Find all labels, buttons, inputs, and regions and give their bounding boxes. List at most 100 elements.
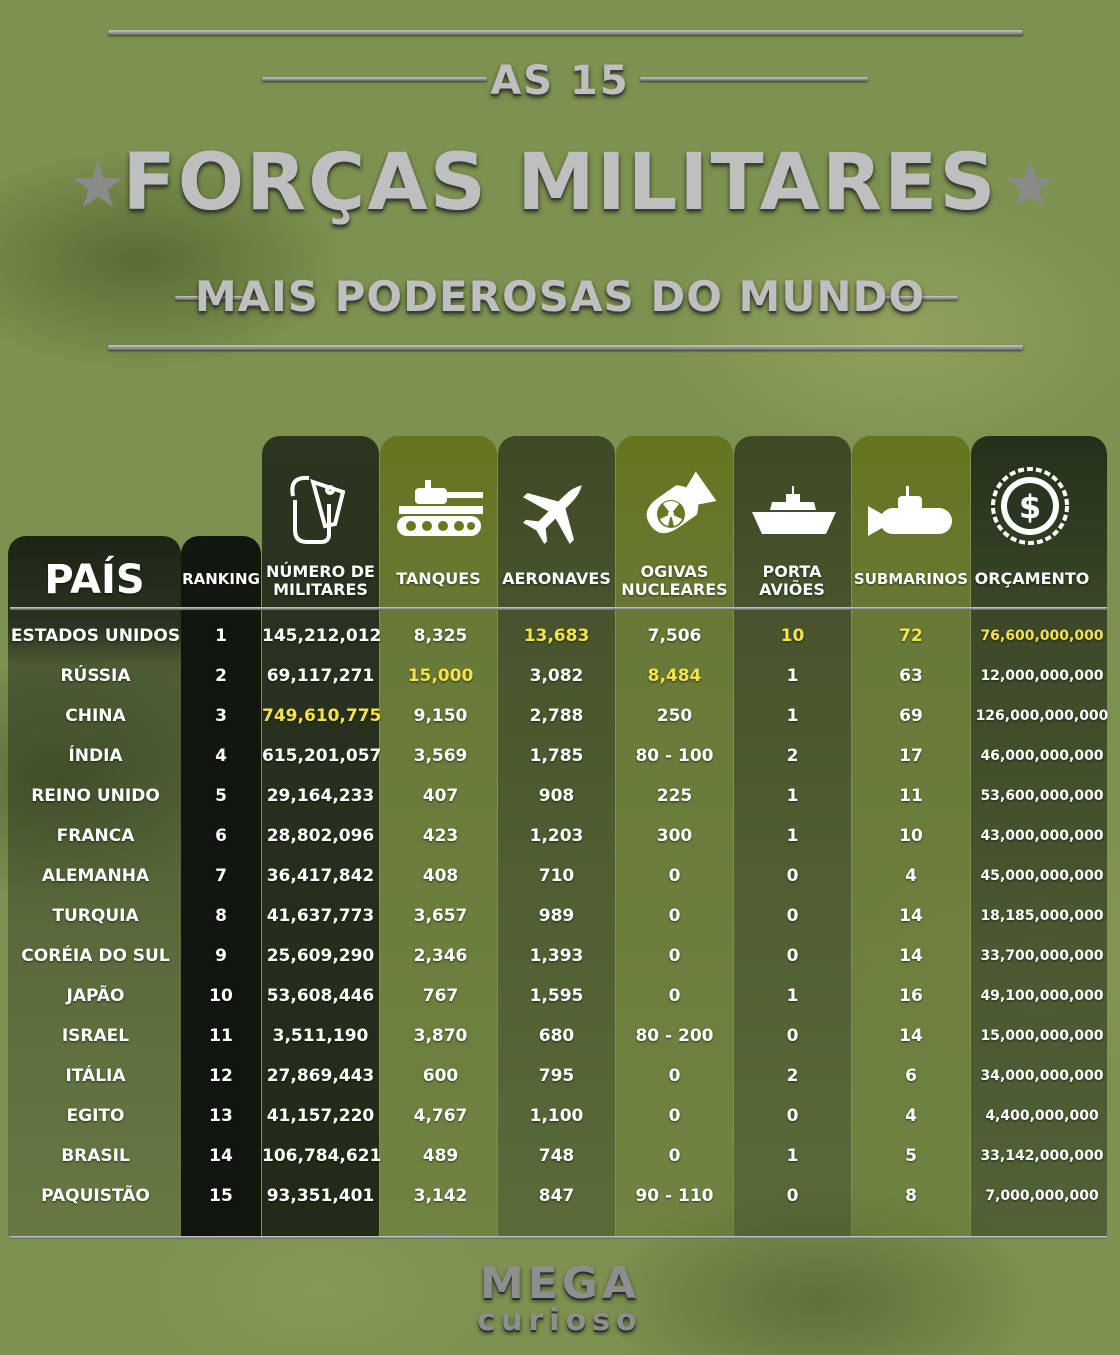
cell-aeronaves: 13,683	[523, 626, 590, 646]
logo: MEGA curioso	[0, 1262, 1120, 1336]
cell-aeronaves: 1,785	[529, 746, 584, 766]
cell-ogivas: 0	[668, 1066, 681, 1086]
cell-submarinos: 14	[899, 1026, 923, 1046]
logo-line2: curioso	[477, 1303, 643, 1338]
cell-aeronaves: 847	[538, 1186, 575, 1206]
cell-porta: 1	[786, 786, 799, 806]
cell-porta: 0	[786, 1026, 799, 1046]
cell-orcamento: 15,000,000,000	[980, 1028, 1104, 1044]
cell-militares: 25,609,290	[266, 946, 375, 966]
cell-orcamento: 49,100,000,000	[980, 988, 1104, 1004]
header-aeronaves: AERONAVES	[502, 569, 611, 588]
cell-orcamento: 33,142,000,000	[980, 1148, 1104, 1164]
cell-ranking: 8	[215, 906, 227, 926]
cell-ogivas: 0	[668, 1146, 681, 1166]
col-bg-militares	[262, 436, 379, 1236]
cell-ranking: 7	[215, 866, 227, 886]
cell-submarinos: 4	[905, 1106, 917, 1126]
cell-ranking: 2	[215, 666, 227, 686]
dog-tag-icon	[290, 475, 346, 544]
cell-pais: TURQUIA	[52, 906, 139, 926]
cell-pais: ISRAEL	[61, 1026, 130, 1046]
top-rule	[108, 30, 1023, 35]
col-bg-orcamento	[971, 436, 1107, 1236]
cell-porta: 0	[786, 946, 799, 966]
cell-tanques: 4,767	[413, 1106, 468, 1126]
title-top: AS 15	[490, 58, 630, 104]
cell-ogivas: 80 - 100	[635, 746, 714, 766]
cell-submarinos: 16	[899, 986, 923, 1006]
cell-militares: 36,417,842	[266, 866, 375, 886]
cell-porta: 1	[786, 666, 799, 686]
header-ogivas: OGIVAS NUCLEARES	[621, 562, 728, 599]
cell-aeronaves: 989	[538, 906, 575, 926]
cell-tanques: 8,325	[413, 626, 468, 646]
cell-submarinos: 8	[905, 1186, 917, 1206]
cell-ogivas: 0	[668, 866, 681, 886]
tank-icon	[397, 480, 483, 536]
cell-submarinos: 11	[899, 786, 923, 806]
cell-submarinos: 14	[899, 906, 923, 926]
cell-ranking: 12	[209, 1066, 233, 1086]
cell-aeronaves: 2,788	[529, 706, 584, 726]
cell-orcamento: 18,185,000,000	[980, 908, 1104, 924]
cell-ranking: 3	[215, 706, 227, 726]
cell-pais: JAPÃO	[66, 986, 125, 1006]
cell-submarinos: 72	[899, 626, 923, 646]
cell-militares: 27,869,443	[266, 1066, 375, 1086]
cell-tanques: 600	[422, 1066, 459, 1086]
cell-militares: 28,802,096	[266, 826, 375, 846]
header-porta: PORTA AVIÕES	[759, 562, 825, 599]
cell-tanques: 423	[422, 826, 459, 846]
cell-pais: REINO UNIDO	[31, 786, 160, 806]
cell-pais: CHINA	[65, 706, 126, 726]
cell-submarinos: 6	[905, 1066, 917, 1086]
cell-aeronaves: 1,203	[529, 826, 584, 846]
title-rule-right-top	[640, 77, 868, 81]
cell-tanques: 767	[422, 986, 459, 1006]
cell-aeronaves: 710	[538, 866, 575, 886]
cell-submarinos: 5	[905, 1146, 917, 1166]
cell-orcamento: 45,000,000,000	[980, 868, 1104, 884]
cell-pais: ÍNDIA	[68, 746, 123, 766]
header-tanques: TANQUES	[396, 569, 481, 588]
title-main: FORÇAS MILITARES	[122, 138, 998, 228]
cell-tanques: 3,657	[413, 906, 468, 926]
cell-ranking: 11	[209, 1026, 233, 1046]
cell-orcamento: 7,000,000,000	[985, 1188, 1099, 1204]
cell-ogivas: 7,506	[647, 626, 702, 646]
cell-militares: 3,511,190	[272, 1026, 369, 1046]
cell-militares: 145,212,012	[262, 626, 382, 646]
cell-tanques: 408	[422, 866, 459, 886]
cell-militares: 41,157,220	[266, 1106, 375, 1126]
cell-orcamento: 76,600,000,000	[980, 628, 1104, 644]
header-submarinos: SUBMARINOS	[853, 570, 969, 588]
cell-porta: 1	[786, 986, 799, 1006]
cell-tanques: 3,569	[413, 746, 468, 766]
cell-ranking: 15	[209, 1186, 233, 1206]
cell-tanques: 407	[422, 786, 459, 806]
cell-orcamento: 46,000,000,000	[980, 748, 1104, 764]
cell-orcamento: 33,700,000,000	[980, 948, 1104, 964]
cell-militares: 53,608,446	[266, 986, 375, 1006]
cell-ranking: 4	[215, 746, 227, 766]
header-pais: PAÍS	[44, 557, 145, 603]
cell-submarinos: 69	[899, 706, 923, 726]
cell-militares: 69,117,271	[266, 666, 375, 686]
col-bg-submarinos	[852, 436, 970, 1236]
col-bg-ranking	[181, 536, 261, 1236]
cell-orcamento: 126,000,000,000	[975, 708, 1109, 724]
cell-tanques: 3,142	[413, 1186, 468, 1206]
cell-porta: 1	[786, 1146, 799, 1166]
cell-militares: 615,201,057	[262, 746, 382, 766]
cell-porta: 0	[786, 1186, 799, 1206]
cell-ogivas: 90 - 110	[635, 1186, 714, 1206]
cell-ogivas: 0	[668, 946, 681, 966]
header-ranking: RANKING	[182, 570, 260, 588]
cell-ranking: 6	[215, 826, 227, 846]
title-rule-right-bottom	[880, 296, 958, 300]
aircraft-carrier-icon	[752, 486, 836, 534]
cell-pais: PAQUISTÃO	[41, 1186, 150, 1206]
col-bg-ogivas	[616, 436, 733, 1236]
cell-ogivas: 300	[656, 826, 693, 846]
